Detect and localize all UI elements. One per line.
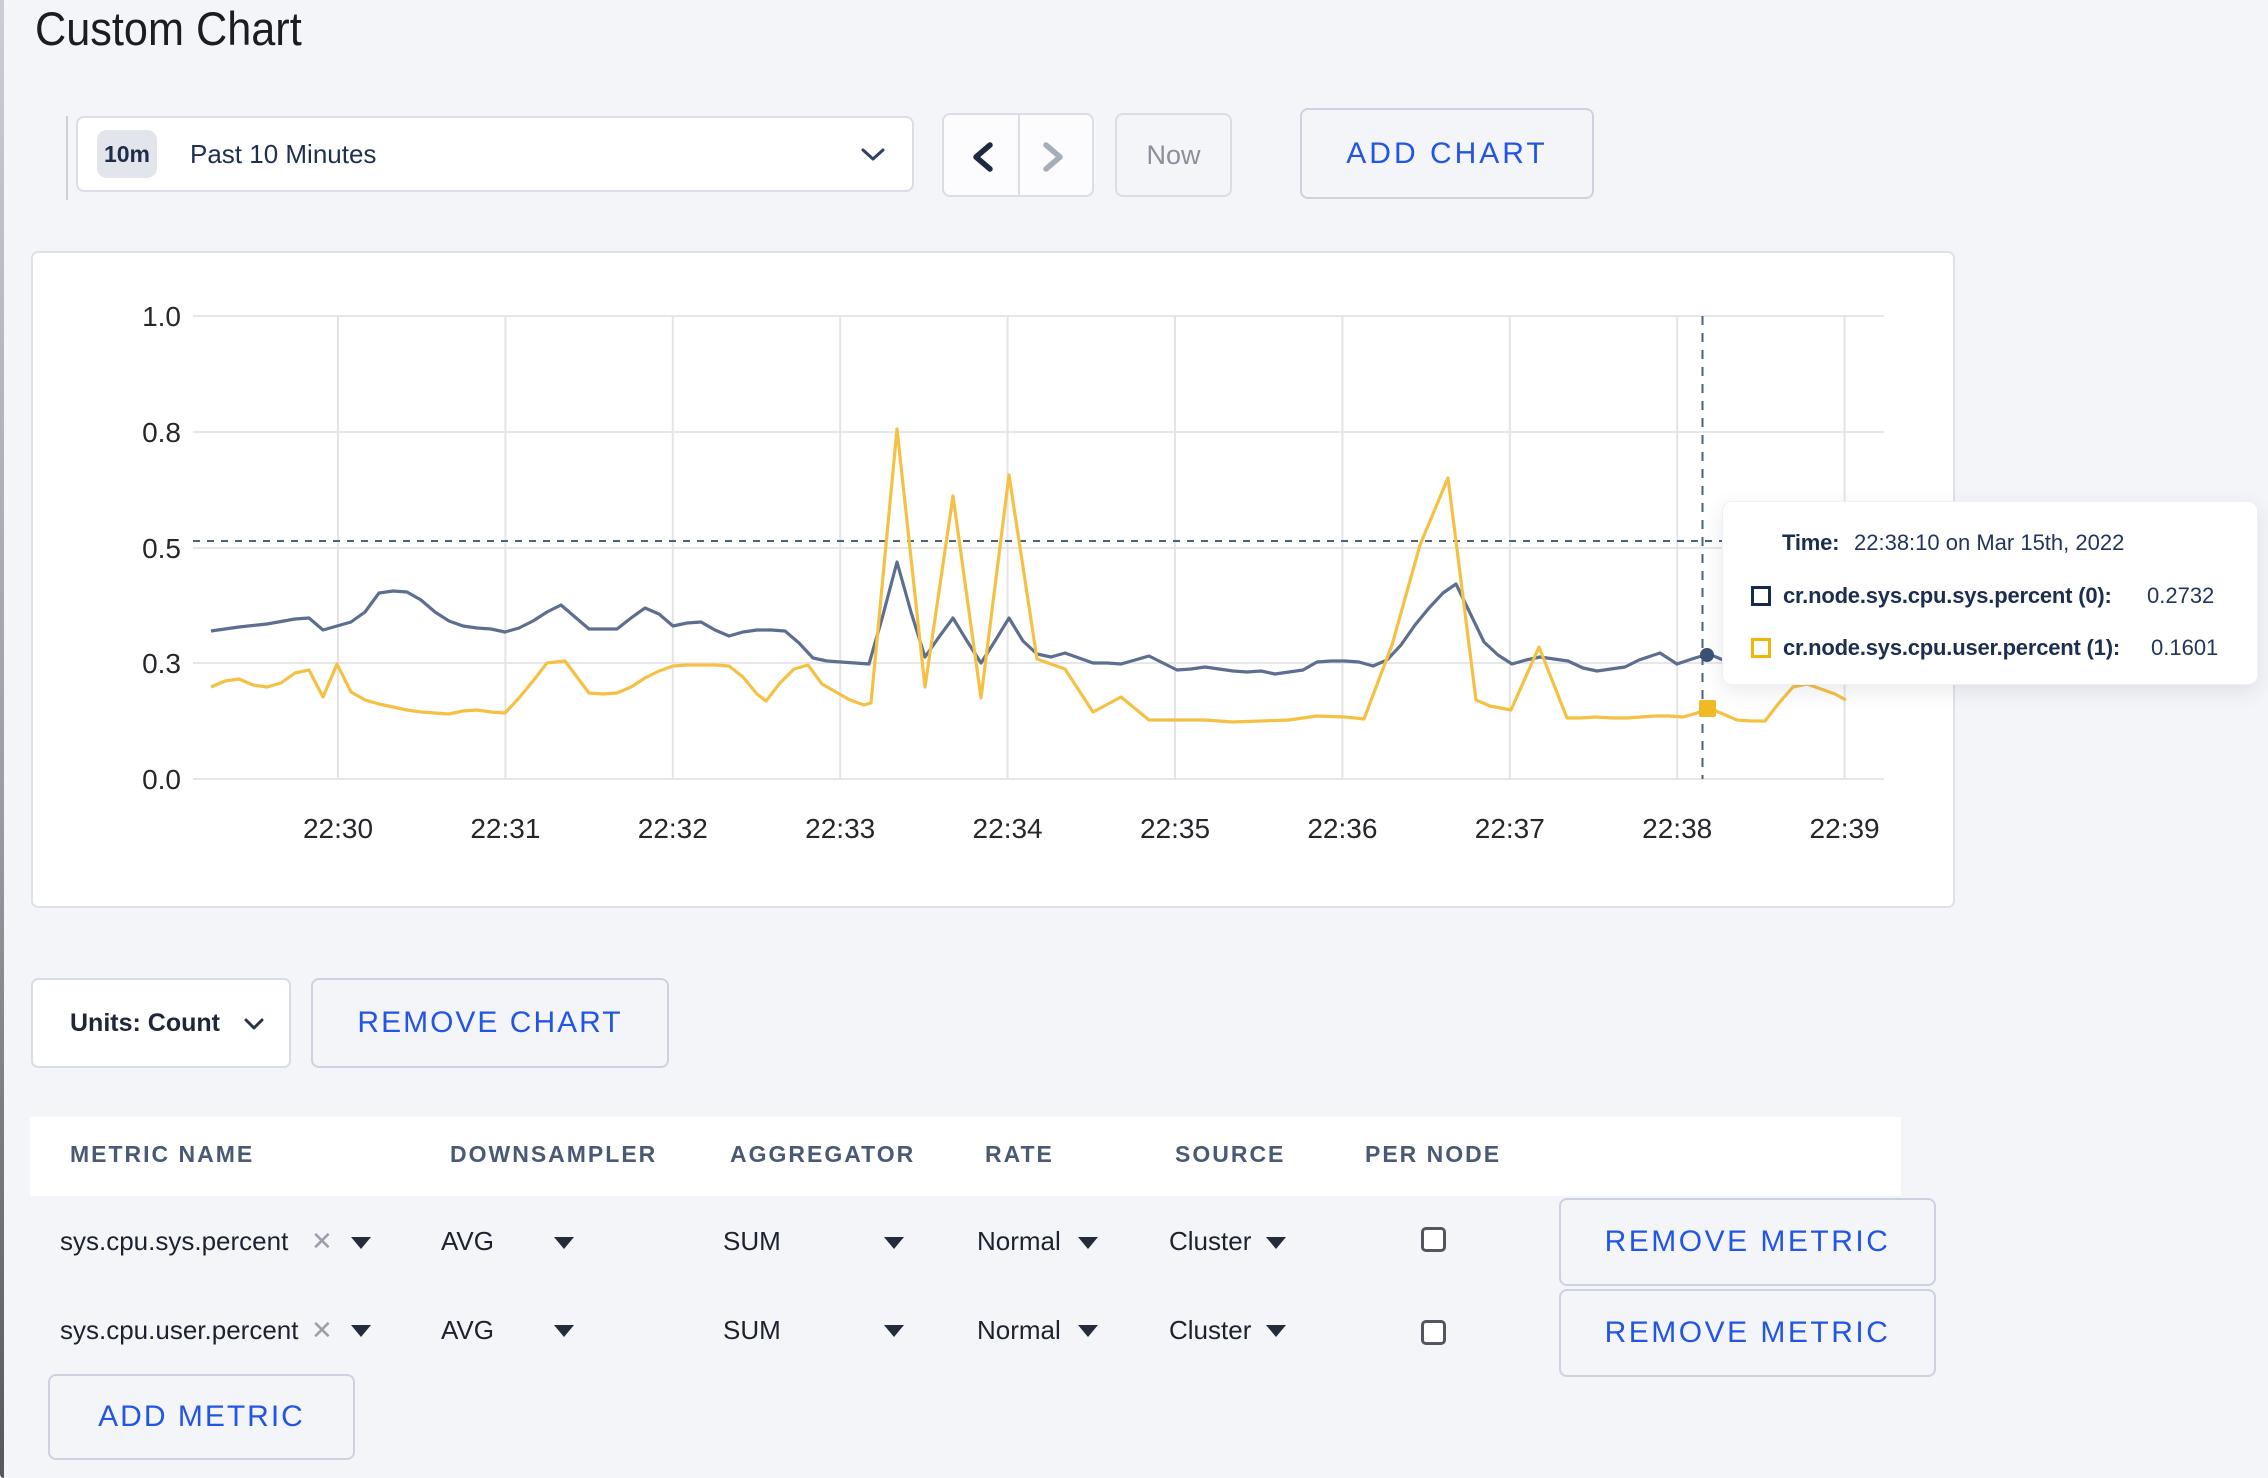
- svg-text:22:33: 22:33: [805, 813, 875, 844]
- svg-text:22:38: 22:38: [1642, 813, 1712, 844]
- svg-text:22:36: 22:36: [1307, 813, 1377, 844]
- svg-text:22:32: 22:32: [638, 813, 708, 844]
- svg-text:0.5: 0.5: [142, 533, 181, 564]
- svg-text:22:30: 22:30: [303, 813, 373, 844]
- svg-text:22:31: 22:31: [470, 813, 540, 844]
- svg-text:22:34: 22:34: [973, 813, 1043, 844]
- svg-text:22:39: 22:39: [1810, 813, 1880, 844]
- svg-text:22:35: 22:35: [1140, 813, 1210, 844]
- svg-text:0.0: 0.0: [142, 764, 181, 795]
- svg-text:1.0: 1.0: [142, 301, 181, 332]
- svg-text:0.8: 0.8: [142, 417, 181, 448]
- svg-text:22:37: 22:37: [1475, 813, 1545, 844]
- svg-text:0.3: 0.3: [142, 648, 181, 679]
